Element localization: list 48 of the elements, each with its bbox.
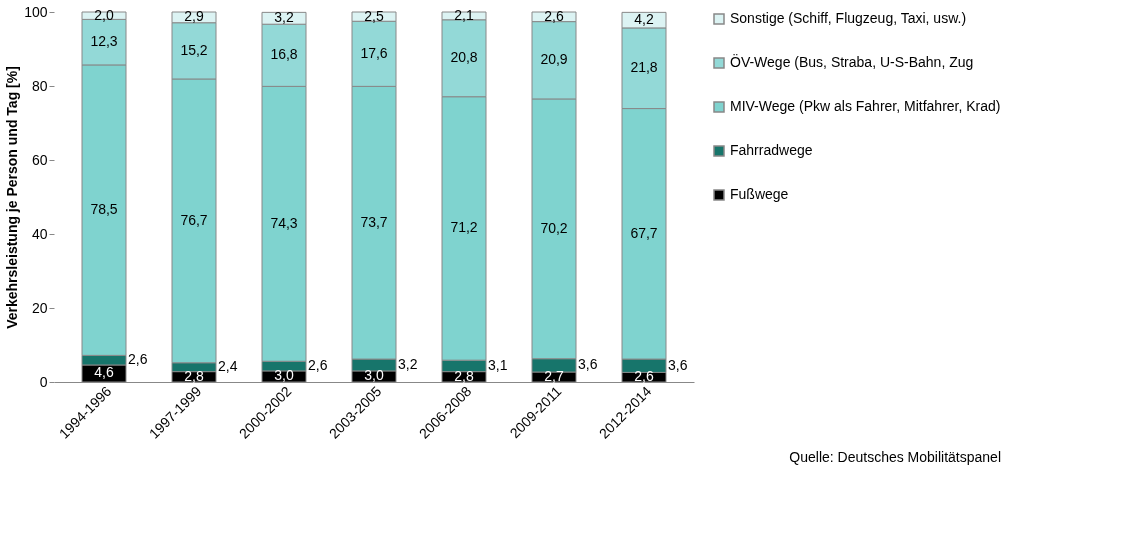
data-label: 3,0 [274,367,294,384]
y-tick-label: 40 [31,225,48,242]
data-label: 71,2 [450,219,478,236]
y-tick-label: 80 [31,77,48,94]
data-label: 2,6 [308,357,328,374]
data-label: 16,8 [270,46,298,63]
data-label: 20,8 [450,49,478,66]
legend-label: MIV-Wege (Pkw als Fahrer, Mitfahrer, Krad) [730,98,1001,114]
data-label: 15,2 [180,41,208,58]
data-label: 3,6 [578,356,598,373]
data-label: 2,8 [454,367,474,384]
data-label: 74,3 [270,214,298,231]
data-label: 2,4 [218,358,238,375]
data-label: 2,9 [184,8,204,25]
data-label: 3,2 [398,355,418,372]
data-label: 2,6 [128,351,148,368]
data-label: 4,2 [634,11,654,28]
data-label: 2,5 [364,7,384,24]
y-tick-label: 0 [39,373,48,390]
data-label: 78,5 [90,201,118,218]
data-label: 67,7 [630,224,658,241]
y-tick-label: 60 [31,151,48,168]
legend-label: ÖV-Wege (Bus, Straba, U-S-Bahn, Zug [730,53,974,70]
data-label: 2,6 [544,7,564,24]
data-label: 4,6 [94,364,114,381]
data-label: 3,2 [274,9,294,26]
source-note: Quelle: Deutsches Mobilitätspanel [789,449,1001,466]
data-label: 2,0 [94,6,114,23]
legend-label: Sonstige (Schiff, Flugzeug, Taxi, usw.) [730,10,967,26]
data-label: 73,7 [360,213,388,230]
y-tick-label: 100 [24,3,48,20]
data-label: 3,6 [668,356,688,373]
y-axis-title: Verkehrsleistung je Person und Tag [%] [4,66,21,329]
data-label: 21,8 [630,59,658,76]
data-label: 2,1 [454,6,474,23]
data-label: 17,6 [360,44,388,61]
legend-label: Fußwege [730,186,789,202]
data-label: 2,6 [634,368,654,385]
data-label: 2,8 [184,367,204,384]
y-tick-label: 20 [31,299,48,316]
data-label: 3,1 [488,356,508,373]
data-label: 2,7 [544,368,564,385]
data-label: 12,3 [90,33,118,50]
data-label: 76,7 [180,211,208,228]
legend-label: Fahrradwege [730,142,813,158]
data-label: 70,2 [540,219,568,236]
data-label: 20,9 [540,51,568,68]
data-label: 3,0 [364,367,384,384]
